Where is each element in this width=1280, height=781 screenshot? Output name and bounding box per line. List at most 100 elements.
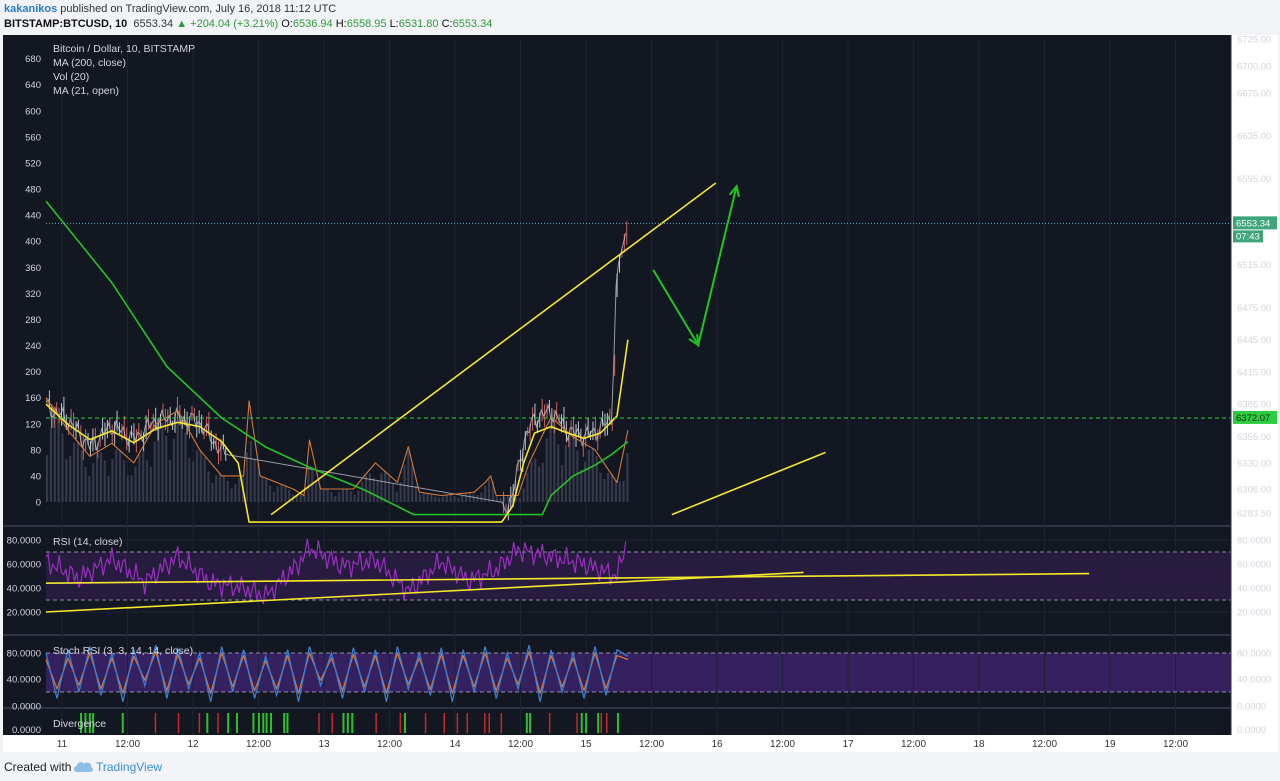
volume-axis-tick: 480 [25,185,41,196]
volume-axis-tick: 0 [36,498,41,509]
divergence-bull-marker [616,713,619,733]
divergence-bear-marker [318,713,320,733]
divergence-bull-marker [351,713,354,733]
last-price-tag [1233,216,1277,230]
tradingview-brand-link[interactable]: TradingView [96,760,163,774]
x-axis-tick: 12:00 [639,739,664,750]
x-axis-tick: 15 [580,739,592,750]
price-axis-tick: 6283.50 [1237,509,1271,520]
projection-arrow-mid-head [688,334,700,347]
legend-vol: Vol (20) [53,71,89,83]
stoch-k-line [45,645,629,702]
divergence-right-tick: 0.0000 [1237,725,1266,736]
price-axis-tick: 6415.00 [1237,367,1271,378]
divergence-bear-marker [154,713,157,733]
divergence-bear-marker [375,713,377,733]
vol-ma-line [45,397,629,497]
price-axis-tick: 6445.00 [1237,335,1271,346]
footer: Created with TradingView [4,758,404,778]
x-axis-tick: 12:00 [1032,739,1057,750]
divergence-bear-marker [488,713,490,733]
rsi-right-tick: 80.0000 [1237,536,1271,547]
rsi-trendline-upper [45,572,1090,584]
volume-axis-tick: 600 [25,106,41,117]
level-tag [1233,410,1277,424]
open-label: O: [281,18,293,30]
stoch-right-tick: 0.0000 [1237,702,1266,713]
volume-axis-tick: 440 [25,211,41,222]
tradingview-cloud-icon [74,762,93,772]
divergence-bear-marker [217,713,219,733]
volume-axis-tick: 200 [25,367,41,378]
divergence-bull-marker [252,713,255,733]
close-value: 6553.34 [452,18,493,30]
published-text: published on TradingView.com, July 16, 2… [60,3,337,15]
chart-canvas[interactable]: 11 12:00 12 12:00 13 12:00 14 12:00 15 12:00 16 12:… [3,35,1278,752]
stoch-left-tick: 40.0000 [7,675,41,686]
publish-line: kakanikos published on TradingView.com, … [4,3,336,15]
x-axis-tick: 17 [842,739,854,750]
divergence-bull-marker [585,713,588,733]
divergence-bull-marker [529,713,532,733]
countdown-tag-text: 07:43 [1236,231,1260,242]
divergence-bear-marker [484,713,486,733]
rsi-left-tick: 40.0000 [7,584,41,595]
divergence-bear-marker [198,713,201,733]
level-tag-text: 6372.07 [1236,413,1270,424]
divergence-bull-marker [346,713,349,733]
divergence-bull-marker [227,713,230,733]
divergence-bull-marker [92,713,95,733]
x-axis-tick: 12:00 [115,739,140,750]
volume-axis-tick: 40 [30,471,41,482]
x-axis-tick: 16 [711,739,723,750]
symbol-label: BITSTAMP:BTCUSD, 10 [4,18,128,30]
volume-axis-tick: 360 [25,263,41,274]
chart-title: Bitcoin / Dollar, 10, BITSTAMP [53,43,195,55]
divergence-bull-marker [262,713,265,733]
x-axis-tick: 11 [57,739,68,750]
divergence-bull-marker [257,713,260,733]
price-axis-tick: 6725.00 [1237,35,1271,46]
volume-axis-tick: 320 [25,289,41,300]
volume-axis-tick: 560 [25,132,41,143]
last-price-tag-text: 6553.34 [1236,218,1270,229]
ohlc-line: BITSTAMP:BTCUSD, 10 6553.34 ▲ +204.04 (+… [4,18,492,30]
chart-header: kakanikos published on TradingView.com, … [4,2,1274,32]
price-axis-tick: 6675.00 [1237,88,1271,99]
rsi-right-tick: 60.0000 [1237,560,1271,571]
close-label: C: [441,18,453,30]
x-axis-tick: 12:00 [377,739,402,750]
price-axis-tick: 6515.00 [1237,260,1271,271]
price-axis-tick: 6700.00 [1237,61,1271,72]
created-with-text: Created with [4,760,72,774]
stoch-left-tick: 80.0000 [7,649,41,660]
stoch-right-tick: 40.0000 [1237,675,1271,686]
ma21-line [45,339,629,523]
x-axis-tick: 12:00 [246,739,271,750]
plot-background [3,35,1231,735]
stoch-left-tick: 0.0000 [12,702,41,713]
stoch-pane-label: Stoch RSI (3, 3, 14, 14, close) [53,645,193,657]
divergence-bear-marker [548,713,551,733]
price-axis-tick: 6355.00 [1237,432,1271,443]
divergence-bear-marker [443,713,445,733]
volume-axis-tick: 640 [25,80,41,91]
volume-axis-tick: 680 [25,54,41,65]
rsi-line [45,538,627,605]
lower-trendline [671,451,826,516]
x-axis-tick: 13 [318,739,330,750]
divergence-bull-marker [265,713,268,733]
legend-ma200: MA (200, close) [53,57,126,69]
rsi-band [46,552,1231,600]
open-value: 6536.94 [292,18,333,30]
countdown-tag [1233,230,1263,243]
divergence-bull-marker [88,713,91,733]
resistance-trendline [270,182,717,516]
stoch-band [46,653,1231,692]
price-axis-tick: 6385.00 [1237,400,1271,411]
rsi-right-tick: 20.0000 [1237,608,1271,619]
volume-axis-tick: 400 [25,237,41,248]
high-value: 6558.95 [346,18,387,30]
author-link[interactable]: kakanikos [4,3,58,15]
x-axis-tick: 12:00 [1163,739,1188,750]
